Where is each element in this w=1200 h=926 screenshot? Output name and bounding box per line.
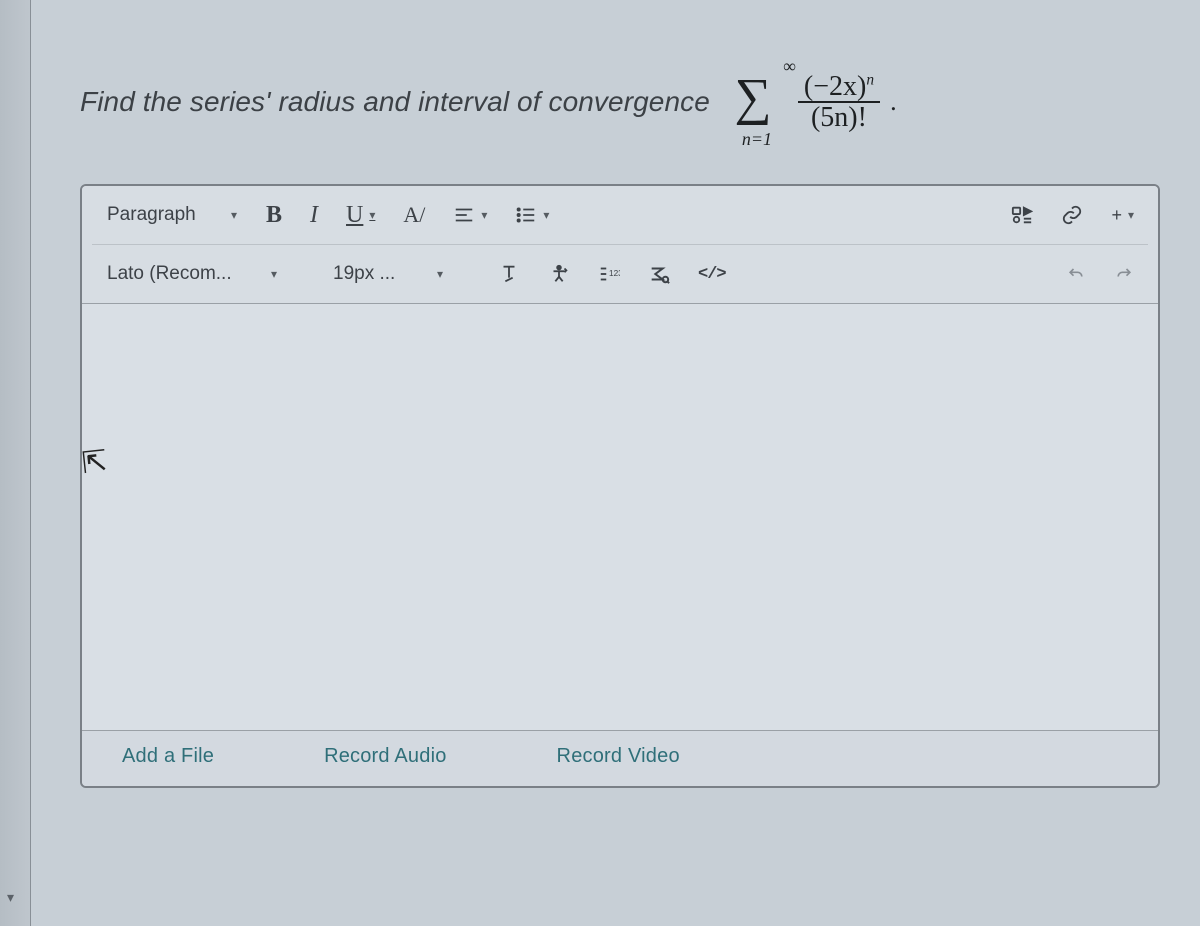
chevron-down-icon: ▾	[271, 267, 277, 281]
record-audio-button[interactable]: Record Audio	[324, 745, 446, 768]
insert-media-button[interactable]	[1001, 195, 1043, 235]
record-video-button[interactable]: Record Video	[557, 745, 680, 768]
wordcount-button[interactable]: 123	[588, 254, 630, 294]
chevron-down-icon: ▾	[1128, 208, 1134, 222]
block-format-select[interactable]: Paragraph ▾	[96, 194, 248, 236]
code-view-button[interactable]: </>	[688, 254, 736, 294]
question-prompt: Find the series' radius and interval of …	[80, 70, 1160, 134]
font-size-label: 19px ...	[333, 263, 395, 285]
chevron-down-icon: ▾	[369, 208, 375, 223]
add-file-button[interactable]: Add a File	[122, 745, 214, 768]
accessibility-button[interactable]	[538, 254, 580, 294]
trailing-period: .	[890, 87, 897, 117]
summation-symbol: ∞ ∑ n=1	[724, 70, 782, 134]
chevron-down-icon: ▾	[543, 208, 549, 222]
redo-button[interactable]	[1104, 254, 1144, 294]
caret-down-icon: ▾	[7, 889, 14, 906]
svg-text:123: 123	[609, 269, 620, 278]
left-collapse-rail[interactable]: ▾	[0, 0, 31, 926]
font-size-select[interactable]: 19px ... ▾	[322, 253, 454, 295]
underline-label: U	[346, 202, 363, 229]
clear-format-button[interactable]	[488, 254, 530, 294]
fraction-numerator: (−2x)n	[798, 72, 880, 103]
list-button[interactable]: ▾	[505, 195, 559, 235]
editor-toolbar: Paragraph ▾ B I U ▾ A/ ▾	[82, 186, 1158, 304]
font-family-label: Lato (Recom...	[107, 263, 232, 285]
chevron-down-icon: ▾	[231, 208, 237, 222]
question-text: Find the series' radius and interval of …	[80, 86, 710, 118]
block-format-label: Paragraph	[107, 204, 196, 226]
page-content: Find the series' radius and interval of …	[30, 0, 1200, 926]
equation-button[interactable]	[638, 254, 680, 294]
more-button[interactable]: + ▾	[1101, 195, 1144, 235]
numerator-exponent: n	[866, 71, 874, 88]
fraction-denominator: (5n)!	[805, 103, 873, 132]
sum-upper-limit: ∞	[783, 56, 796, 77]
editor-footer: Add a File Record Audio Record Video	[82, 730, 1158, 786]
font-family-select[interactable]: Lato (Recom... ▾	[96, 253, 288, 295]
editor-textarea[interactable]	[82, 304, 1158, 730]
chevron-down-icon: ▾	[437, 267, 443, 281]
rich-text-editor: Paragraph ▾ B I U ▾ A/ ▾	[80, 184, 1160, 788]
link-button[interactable]	[1051, 195, 1093, 235]
sum-lower-limit: n=1	[742, 129, 772, 150]
italic-button[interactable]: I	[300, 195, 328, 235]
toolbar-row-2: Lato (Recom... ▾ 19px ... ▾	[92, 244, 1148, 295]
align-left-button[interactable]: ▾	[443, 195, 497, 235]
chevron-down-icon: ▾	[481, 208, 487, 222]
underline-button[interactable]: U ▾	[336, 195, 385, 235]
cursor-pointer-icon: ⇱	[80, 444, 109, 481]
bold-button[interactable]: B	[256, 195, 292, 235]
plus-label: +	[1111, 205, 1122, 226]
undo-button[interactable]	[1056, 254, 1096, 294]
strikethrough-button[interactable]: A/	[393, 195, 435, 235]
fraction: (−2x)n (5n)!	[798, 72, 880, 133]
math-expression: ∞ ∑ n=1 (−2x)n (5n)! .	[724, 70, 897, 134]
sigma-icon: ∑	[724, 70, 782, 126]
numerator-base: (−2x)	[804, 71, 866, 102]
